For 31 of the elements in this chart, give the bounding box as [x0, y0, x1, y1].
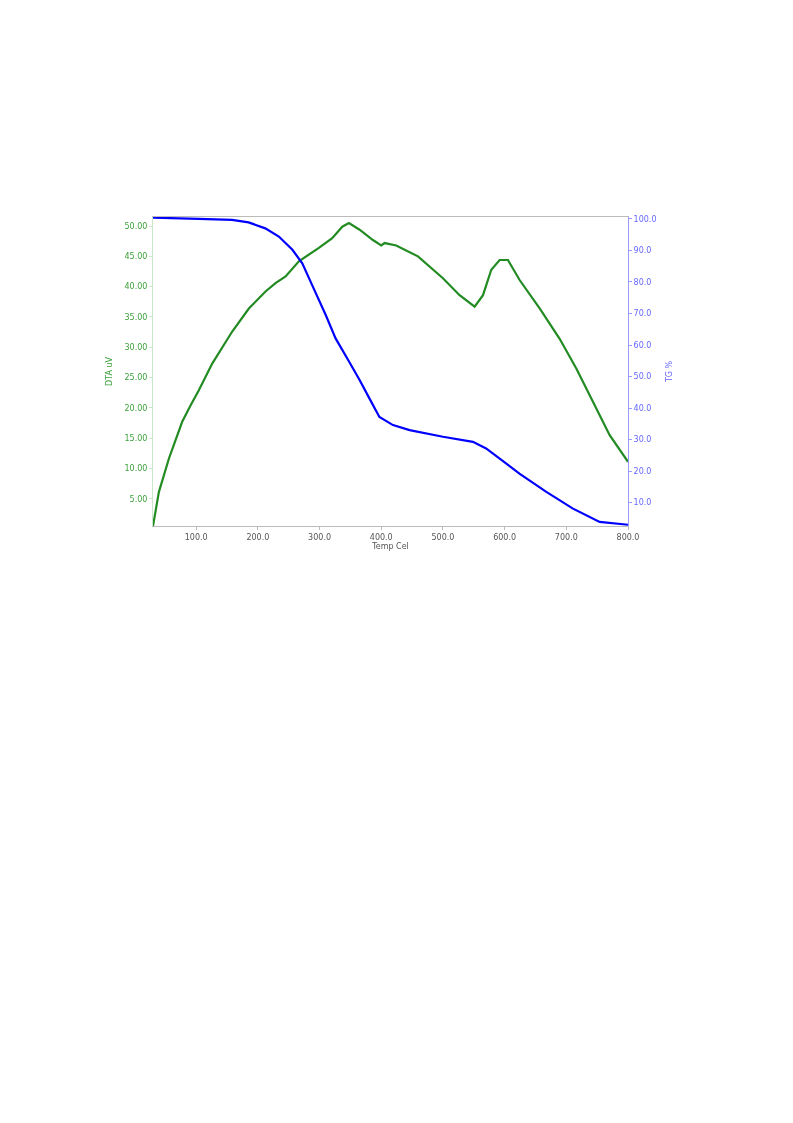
- y-tick-label: 15.00: [124, 433, 148, 443]
- y-axis-title: DTA uV: [105, 356, 115, 386]
- y2-tick-label: 60.0: [633, 340, 652, 350]
- x-tick-label: 700.0: [554, 532, 578, 542]
- x-tick-label: 300.0: [308, 532, 332, 542]
- y-tick-label: 30.00: [124, 343, 148, 353]
- y-tick-label: 50.00: [124, 221, 148, 231]
- y-tick-label: 40.00: [124, 282, 148, 292]
- y2-axis-title: TG %: [664, 360, 674, 384]
- y2-tick-label: 50.0: [633, 372, 652, 382]
- y2-tick-label: 80.0: [633, 277, 652, 287]
- x-tick-label: 200.0: [246, 532, 270, 542]
- y-tick-label: 25.00: [124, 373, 148, 383]
- y2-tick-label: 70.0: [633, 309, 652, 319]
- y2-tick-label: 40.0: [633, 403, 652, 413]
- x-tick-label: 100.0: [184, 532, 208, 542]
- y2-tick-label: 30.0: [633, 435, 652, 445]
- x-axis-title: Temp Cel: [371, 541, 409, 551]
- y-tick-label: 10.00: [124, 464, 148, 474]
- y2-tick-label: 10.0: [633, 498, 652, 508]
- x-tick-label: 500.0: [431, 532, 455, 542]
- y-tick-label: 45.00: [124, 252, 148, 262]
- y2-tick-label: 100.0: [633, 214, 657, 224]
- y2-tick-label: 90.0: [633, 246, 652, 256]
- x-tick-label: 800.0: [616, 532, 640, 542]
- y-tick-label: 5.00: [129, 494, 148, 504]
- y-tick-label: 20.00: [124, 403, 148, 413]
- x-tick-label: 400.0: [369, 532, 393, 542]
- y-tick-label: 35.00: [124, 312, 148, 322]
- y2-tick-label: 20.0: [633, 466, 652, 476]
- x-tick-label: 600.0: [493, 532, 517, 542]
